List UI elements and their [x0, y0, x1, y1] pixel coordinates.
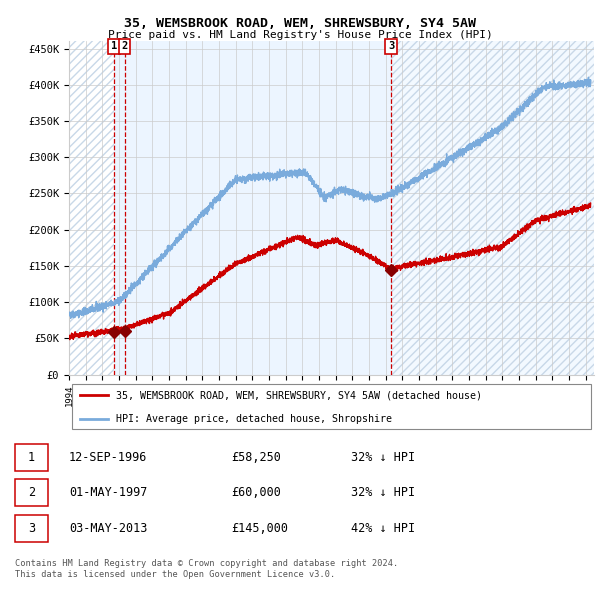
Bar [391, 41, 594, 375]
Text: 12-SEP-1996: 12-SEP-1996 [69, 451, 148, 464]
Text: 35, WEMSBROOK ROAD, WEM, SHREWSBURY, SY4 5AW (detached house): 35, WEMSBROOK ROAD, WEM, SHREWSBURY, SY4… [116, 391, 482, 401]
Text: 42% ↓ HPI: 42% ↓ HPI [351, 522, 415, 535]
Bar [391, 41, 594, 375]
Text: 1: 1 [111, 41, 117, 51]
Text: 3: 3 [388, 41, 394, 51]
Text: HPI: Average price, detached house, Shropshire: HPI: Average price, detached house, Shro… [116, 414, 392, 424]
Text: £58,250: £58,250 [231, 451, 281, 464]
Text: 2: 2 [28, 486, 35, 499]
Text: 03-MAY-2013: 03-MAY-2013 [69, 522, 148, 535]
Text: This data is licensed under the Open Government Licence v3.0.: This data is licensed under the Open Gov… [15, 570, 335, 579]
Bar [114, 41, 391, 375]
Text: 32% ↓ HPI: 32% ↓ HPI [351, 451, 415, 464]
Text: £60,000: £60,000 [231, 486, 281, 499]
Text: Contains HM Land Registry data © Crown copyright and database right 2024.: Contains HM Land Registry data © Crown c… [15, 559, 398, 568]
Text: 35, WEMSBROOK ROAD, WEM, SHREWSBURY, SY4 5AW: 35, WEMSBROOK ROAD, WEM, SHREWSBURY, SY4… [124, 17, 476, 30]
Text: Price paid vs. HM Land Registry's House Price Index (HPI): Price paid vs. HM Land Registry's House … [107, 30, 493, 40]
FancyBboxPatch shape [71, 384, 592, 429]
Text: 32% ↓ HPI: 32% ↓ HPI [351, 486, 415, 499]
Text: 2: 2 [121, 41, 128, 51]
Bar [69, 41, 114, 375]
Text: 1: 1 [28, 451, 35, 464]
Text: 3: 3 [28, 522, 35, 535]
Text: £145,000: £145,000 [231, 522, 288, 535]
Text: 01-MAY-1997: 01-MAY-1997 [69, 486, 148, 499]
